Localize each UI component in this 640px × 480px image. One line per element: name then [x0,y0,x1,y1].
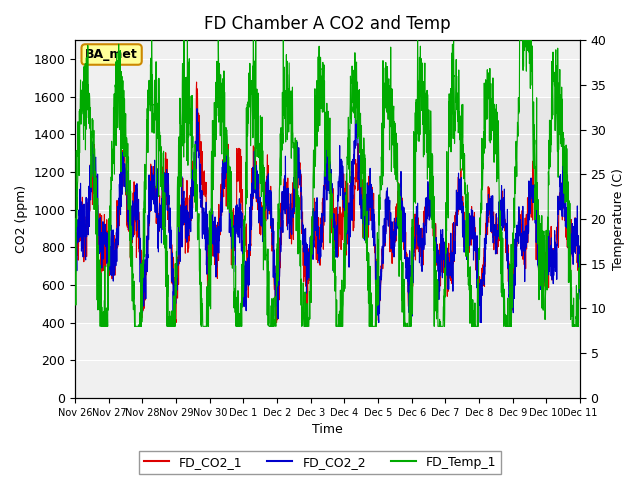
FD_CO2_2 [212,274,220,280]
FD_CO2_1 [212,244,220,250]
FD_CO2_2 [71,247,79,253]
FD_Temp_1 [532,170,540,176]
FD_Temp_1 [342,229,350,235]
FD_CO2_1 [172,320,179,325]
FD_CO2_1 [342,219,350,225]
FD_CO2_1 [353,177,361,183]
FD_CO2_1 [532,214,540,220]
FD_CO2_2 [576,296,584,302]
Bar [75,96,580,323]
FD_CO2_2 [375,320,383,325]
FD_CO2_1 [71,275,79,280]
FD_Temp_1 [148,37,156,43]
FD_CO2_2 [351,102,359,108]
FD_CO2_1 [546,242,554,248]
Line: FD_CO2_2: FD_CO2_2 [75,105,580,323]
Y-axis label: Temperature (C): Temperature (C) [612,168,625,270]
X-axis label: Time: Time [312,423,343,436]
FD_CO2_1 [475,294,483,300]
FD_CO2_2 [546,246,554,252]
Title: FD Chamber A CO2 and Temp: FD Chamber A CO2 and Temp [204,15,451,33]
Y-axis label: CO2 (ppm): CO2 (ppm) [15,185,28,253]
FD_CO2_2 [353,118,361,124]
Legend: FD_CO2_1, FD_CO2_2, FD_Temp_1: FD_CO2_1, FD_CO2_2, FD_Temp_1 [139,451,501,474]
FD_CO2_1 [576,276,584,281]
FD_Temp_1 [576,263,584,268]
FD_CO2_2 [342,237,349,242]
FD_Temp_1 [212,82,220,88]
Line: FD_Temp_1: FD_Temp_1 [75,40,580,326]
FD_Temp_1 [475,284,483,290]
FD_Temp_1 [71,269,79,275]
FD_CO2_1 [193,79,200,85]
FD_Temp_1 [353,96,361,101]
Text: BA_met: BA_met [85,48,138,61]
FD_Temp_1 [546,149,554,155]
FD_CO2_2 [475,276,483,282]
FD_CO2_2 [532,199,540,205]
FD_Temp_1 [97,324,104,329]
Line: FD_CO2_1: FD_CO2_1 [75,82,580,323]
